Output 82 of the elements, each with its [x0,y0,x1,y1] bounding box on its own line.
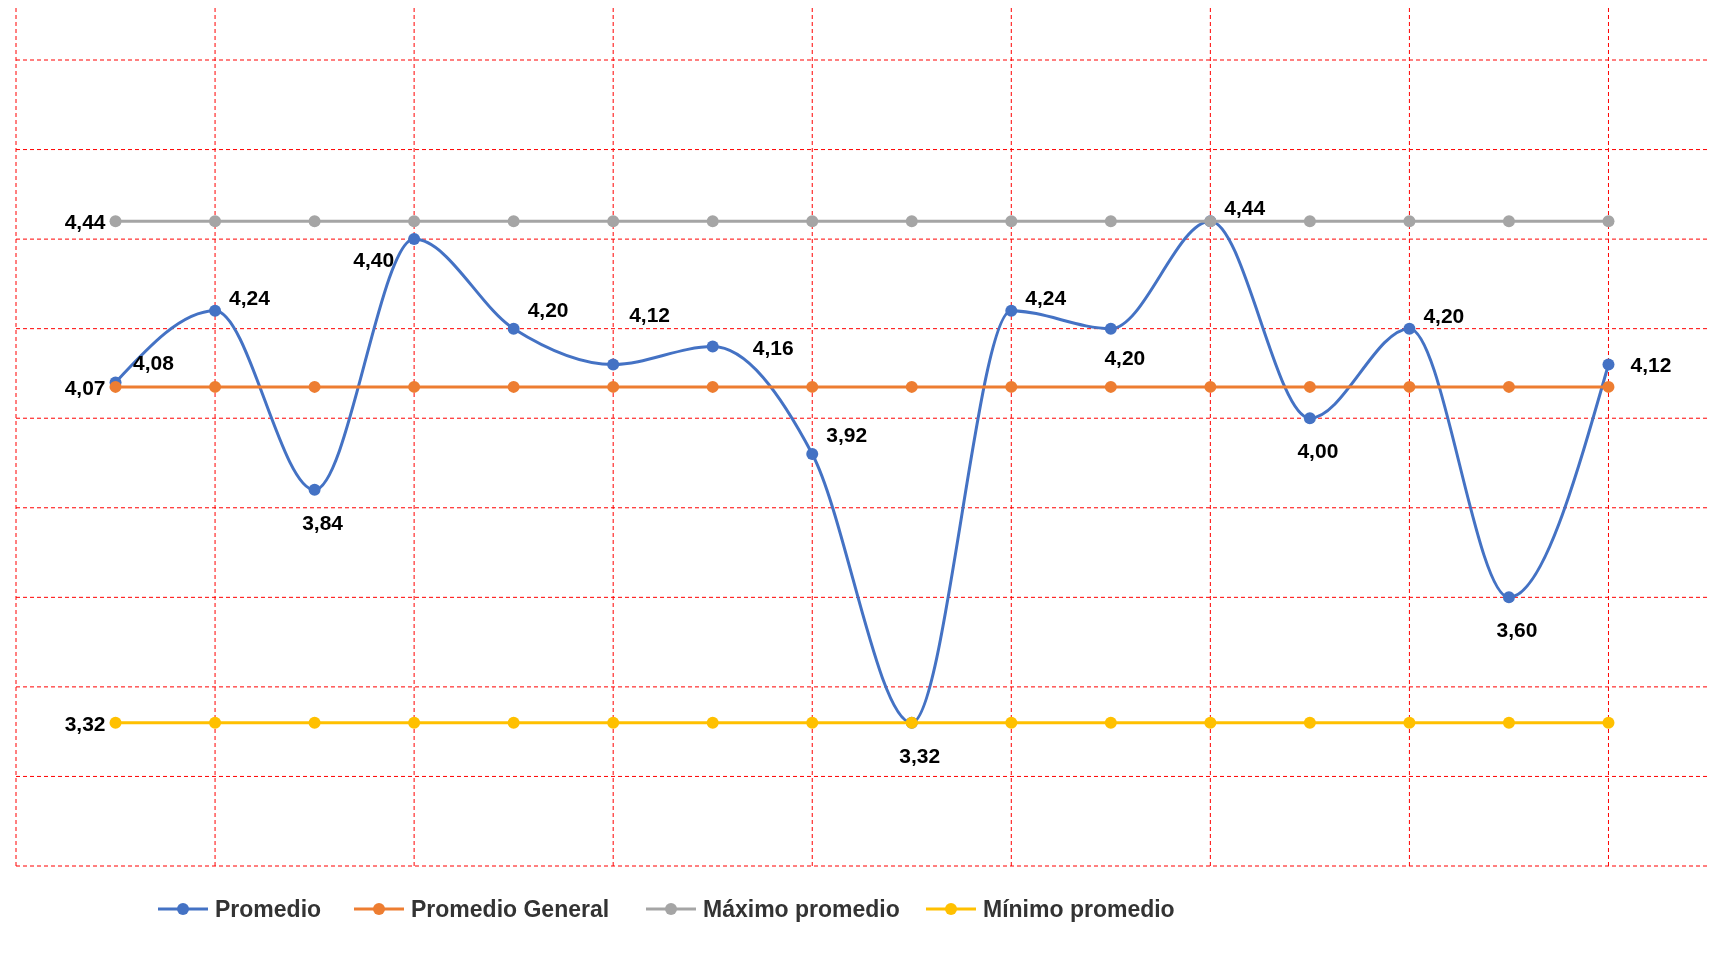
legend-label: Promedio General [411,896,610,922]
point [1104,215,1117,228]
point [507,322,520,335]
point [607,215,620,228]
point [209,215,222,228]
point [209,380,222,393]
legend-label: Máximo promedio [703,896,900,922]
point [1602,380,1615,393]
point [507,716,520,729]
data-label: 4,20 [527,297,569,321]
point [607,358,620,371]
point [607,380,620,393]
point [1403,380,1416,393]
point [1403,215,1416,228]
legend-label: Mínimo promedio [983,896,1175,922]
point [209,716,222,729]
point [706,215,719,228]
data-label: 4,24 [229,285,271,309]
data-label: 4,12 [629,303,671,327]
point [408,716,421,729]
data-label: 4,24 [1025,285,1067,309]
data-label: 4,44 [64,210,106,234]
data-label: 4,40 [353,248,395,272]
point [1005,380,1018,393]
point [1104,322,1117,335]
point [806,380,819,393]
point [308,380,321,393]
data-label: 4,08 [133,351,175,375]
point [1204,716,1217,729]
point [1403,716,1416,729]
point [806,215,819,228]
data-label: 3,60 [1496,618,1538,642]
point [1502,716,1515,729]
point [706,716,719,729]
point [308,483,321,496]
data-label: 4,12 [1630,353,1672,377]
point [1602,358,1615,371]
data-label: 3,92 [826,423,868,447]
point [1005,304,1018,317]
point [1502,380,1515,393]
data-label: 3,32 [899,743,941,767]
point [1104,380,1117,393]
point [1502,215,1515,228]
data-label: 4,20 [1423,303,1465,327]
point [905,380,918,393]
point [308,215,321,228]
point [1303,380,1316,393]
data-label: 3,32 [64,711,106,735]
point [1303,412,1316,425]
point [706,340,719,353]
point [408,233,421,246]
point [408,215,421,228]
legend-label: Promedio [215,896,322,922]
point [1204,380,1217,393]
point [1303,215,1316,228]
point [1403,322,1416,335]
point [1303,716,1316,729]
point [1602,215,1615,228]
point [1005,215,1018,228]
point [1005,716,1018,729]
data-label: 3,84 [302,510,344,534]
point [308,716,321,729]
point [806,716,819,729]
point [905,215,918,228]
point [1104,716,1117,729]
data-label: 4,07 [64,375,106,399]
point [109,215,122,228]
point [109,716,122,729]
point [706,380,719,393]
point [1502,591,1515,604]
point [109,380,122,393]
data-label: 4,20 [1104,345,1146,369]
point [507,215,520,228]
point [806,448,819,461]
point [1602,716,1615,729]
point [507,380,520,393]
point [209,304,222,317]
data-label: 4,44 [1224,196,1266,220]
point [607,716,620,729]
data-label: 4,16 [752,335,794,359]
point [408,380,421,393]
data-label: 4,00 [1297,439,1339,463]
